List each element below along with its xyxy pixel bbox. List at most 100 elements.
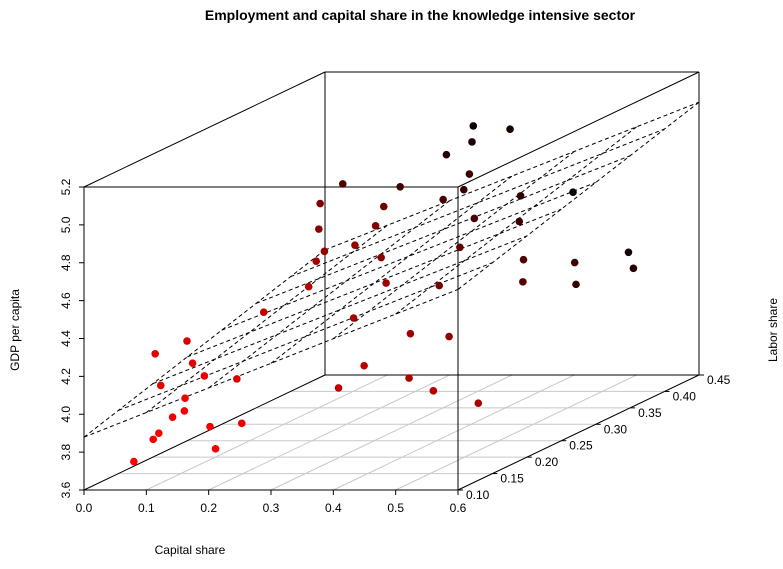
x-tick-label: 0.3 (263, 501, 280, 515)
data-point (188, 359, 197, 368)
plane-line (146, 224, 388, 413)
data-point (456, 243, 464, 252)
data-point (474, 399, 483, 408)
plane-line (83, 249, 326, 438)
z-tick-label: 5.2 (59, 178, 73, 195)
floor-grid-line (333, 374, 575, 491)
z-tick-label: 4.4 (59, 330, 73, 347)
floor-grid-line (208, 374, 450, 491)
data-point (349, 314, 358, 322)
data-point (429, 387, 438, 395)
data-point (371, 222, 380, 230)
x-tick-label: 0.5 (387, 501, 404, 515)
plane-line (395, 126, 637, 315)
data-point (206, 422, 214, 431)
z-tick-label: 3.8 (59, 443, 73, 460)
x-tick-label: 0.0 (76, 501, 93, 515)
data-point (515, 217, 524, 226)
data-point (382, 279, 390, 287)
data-point (624, 248, 633, 257)
data-point (468, 138, 476, 146)
data-point (460, 185, 468, 194)
y-tick-label: 0.10 (466, 488, 490, 502)
data-point (519, 278, 527, 286)
z-tick-label: 4.2 (59, 368, 73, 385)
data-point (406, 329, 415, 338)
data-point (405, 374, 413, 382)
y-tick-label: 0.15 (500, 472, 524, 486)
data-point (151, 349, 159, 358)
x-tick-label: 0.1 (138, 501, 155, 515)
y-tick-label: 0.45 (707, 373, 731, 387)
z-tick-label: 3.6 (59, 481, 73, 498)
data-point (237, 419, 246, 428)
x-tick-label: 0.6 (450, 501, 467, 515)
data-point (351, 241, 359, 249)
data-point (155, 429, 163, 437)
floor-grid-line (270, 374, 513, 491)
data-point (168, 413, 177, 421)
x-axis-label: Capital share (155, 543, 226, 557)
x-tick-label: 0.4 (325, 501, 342, 515)
data-point (304, 282, 313, 291)
plane-line (324, 101, 700, 251)
data-point (629, 264, 638, 273)
y-tick-label: 0.30 (604, 422, 628, 436)
data-point (572, 280, 580, 289)
floor-grid-line (146, 374, 388, 491)
data-point (316, 199, 324, 208)
plane-line (208, 200, 450, 389)
data-point (312, 257, 321, 265)
data-point (233, 375, 241, 383)
plane-line (333, 151, 575, 340)
data-point (200, 372, 209, 380)
z-axis-label: GDP per capita (8, 289, 22, 371)
chart-title: Employment and capital share in the know… (205, 7, 636, 23)
z-tick-label: 4.0 (59, 406, 73, 423)
plane-line (270, 175, 513, 364)
data-point (180, 407, 189, 415)
data-point (181, 394, 189, 403)
data-point (506, 125, 514, 134)
data-point (156, 381, 165, 390)
data-point (377, 253, 385, 262)
plane-line (187, 208, 562, 358)
data-point (465, 170, 474, 178)
data-point (360, 361, 368, 370)
y-tick-label: 0.40 (673, 389, 697, 403)
plane-line (221, 181, 596, 331)
data-point (259, 308, 268, 317)
data-point (445, 332, 453, 341)
data-point (439, 195, 447, 204)
y-tick-label: 0.35 (638, 406, 662, 420)
data-point (516, 192, 525, 200)
box-edge (83, 71, 326, 188)
data-point (569, 188, 577, 196)
plane-line (457, 101, 700, 290)
data-point (315, 225, 323, 233)
data-point (519, 255, 528, 264)
data-point (570, 258, 579, 267)
data-point (183, 337, 191, 345)
data-point (442, 150, 451, 159)
x-tick-label: 0.2 (200, 501, 217, 515)
data-point (379, 202, 388, 211)
data-point (469, 122, 478, 130)
data-point (149, 435, 158, 444)
data-point (320, 247, 329, 256)
y-tick-label: 0.25 (569, 439, 593, 453)
data-point (211, 445, 220, 453)
data-point (334, 384, 343, 392)
floor-grid-line (395, 374, 637, 491)
z-tick-label: 5.0 (59, 216, 73, 233)
box-edge (457, 374, 700, 491)
z-tick-label: 4.6 (59, 292, 73, 309)
box-edge (457, 71, 700, 188)
data-point (396, 182, 404, 191)
y-axis-label: Labor share (766, 298, 780, 362)
z-tick-label: 4.8 (59, 254, 73, 271)
data-point (130, 457, 138, 466)
data-point (338, 180, 347, 188)
data-point (470, 214, 479, 223)
